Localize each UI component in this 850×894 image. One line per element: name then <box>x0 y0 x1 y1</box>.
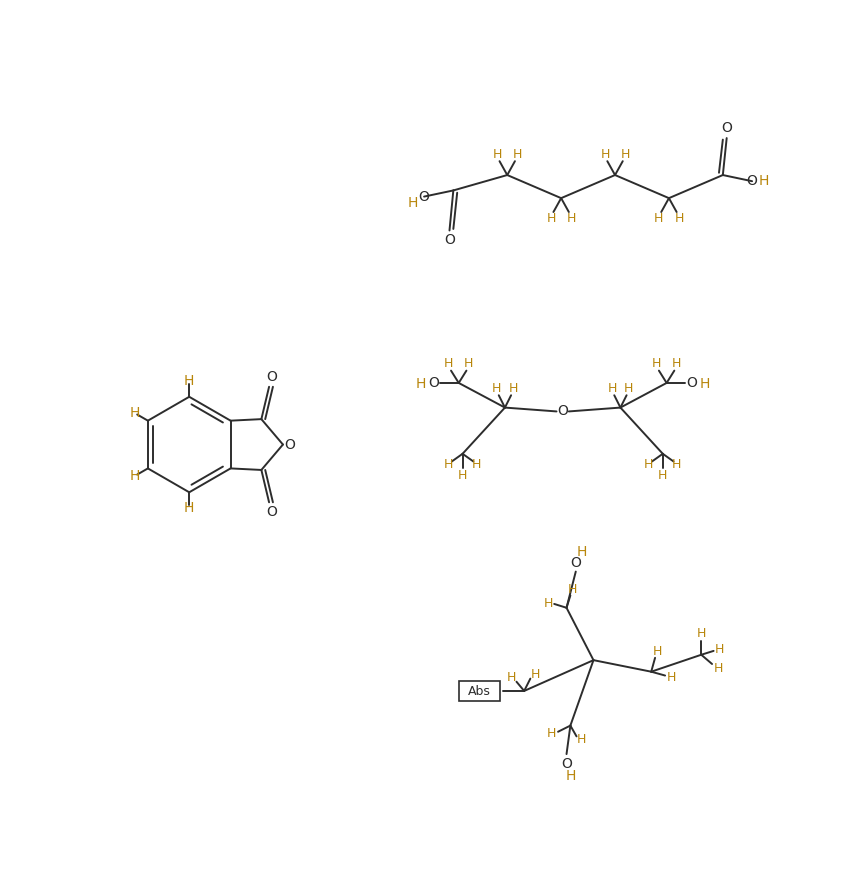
Text: O: O <box>570 556 581 570</box>
Text: H: H <box>713 662 722 675</box>
Text: H: H <box>184 375 195 388</box>
Text: H: H <box>644 458 654 471</box>
Text: H: H <box>672 358 682 370</box>
Text: H: H <box>600 148 609 161</box>
Text: H: H <box>464 358 473 370</box>
Text: H: H <box>513 148 522 161</box>
Text: O: O <box>285 437 295 451</box>
Text: H: H <box>577 545 587 560</box>
Text: H: H <box>565 769 575 782</box>
Text: H: H <box>620 148 630 161</box>
Text: H: H <box>508 382 518 395</box>
Text: H: H <box>129 469 139 483</box>
Text: H: H <box>543 596 552 610</box>
Text: H: H <box>700 377 710 392</box>
Text: O: O <box>746 174 757 189</box>
Text: H: H <box>697 628 706 640</box>
Text: O: O <box>686 376 697 390</box>
Text: H: H <box>184 501 195 515</box>
Text: O: O <box>561 757 572 772</box>
Text: H: H <box>654 213 664 225</box>
Text: H: H <box>658 468 667 482</box>
Text: H: H <box>472 458 481 471</box>
Text: O: O <box>558 404 568 418</box>
Text: O: O <box>419 190 429 204</box>
Text: H: H <box>674 213 683 225</box>
Text: H: H <box>653 645 662 658</box>
Text: H: H <box>416 377 426 392</box>
Text: H: H <box>444 458 453 471</box>
Text: Abs: Abs <box>468 685 491 698</box>
Text: H: H <box>458 468 468 482</box>
Text: H: H <box>758 174 769 189</box>
Text: H: H <box>568 583 577 595</box>
Text: H: H <box>492 148 502 161</box>
Text: H: H <box>444 358 453 370</box>
Text: O: O <box>444 233 455 248</box>
Text: O: O <box>266 370 277 384</box>
Text: H: H <box>672 458 682 471</box>
Text: H: H <box>652 358 661 370</box>
Text: H: H <box>492 382 502 395</box>
Text: H: H <box>547 213 556 225</box>
Text: O: O <box>266 505 277 519</box>
Text: H: H <box>407 196 417 210</box>
Text: H: H <box>507 670 517 684</box>
Text: H: H <box>129 406 139 420</box>
Text: O: O <box>428 376 439 390</box>
FancyBboxPatch shape <box>460 681 500 701</box>
Text: O: O <box>722 121 732 135</box>
Text: H: H <box>666 671 676 684</box>
Text: H: H <box>576 733 586 746</box>
Text: H: H <box>566 213 575 225</box>
Text: H: H <box>530 668 540 680</box>
Text: H: H <box>624 382 633 395</box>
Text: H: H <box>715 643 724 656</box>
Text: H: H <box>547 727 557 740</box>
Text: H: H <box>607 382 616 395</box>
